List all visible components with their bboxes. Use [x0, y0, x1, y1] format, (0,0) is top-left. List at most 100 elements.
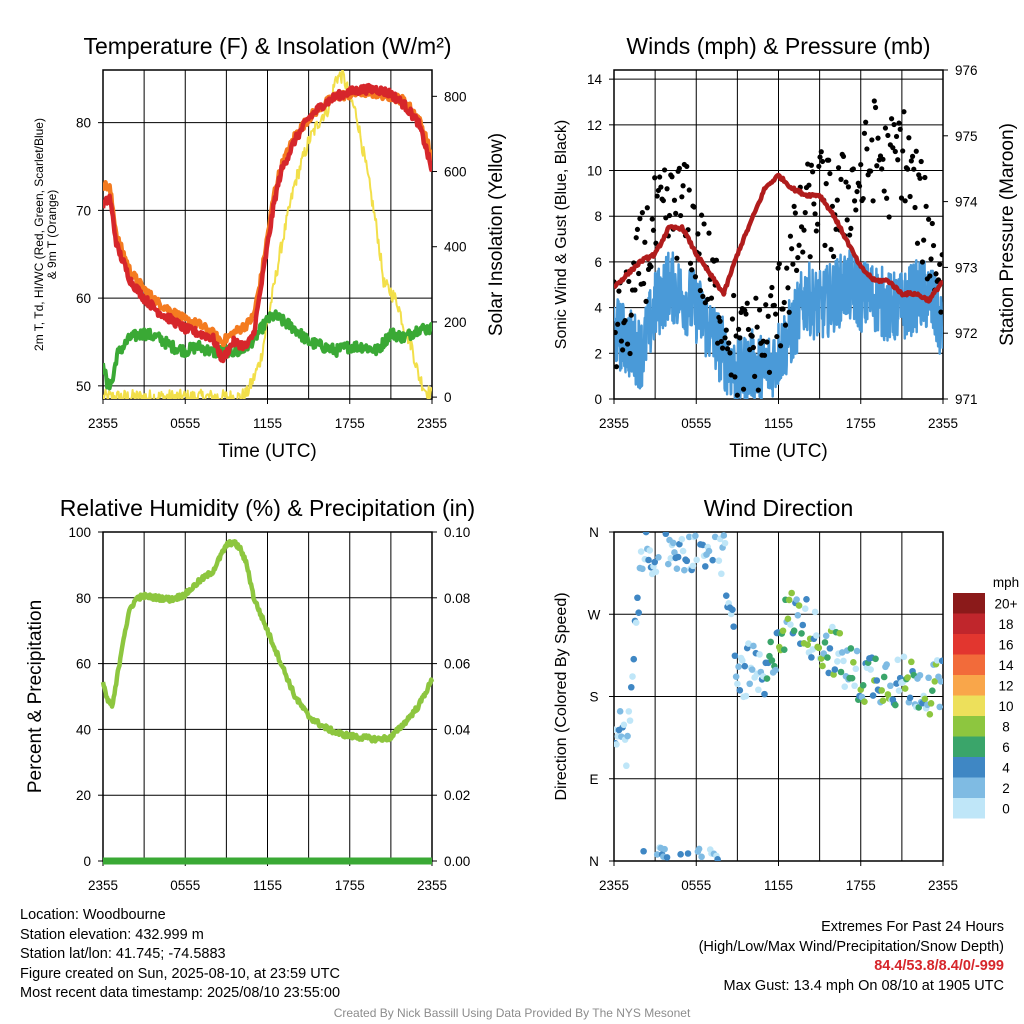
gust-point: [913, 148, 919, 154]
gust-point: [620, 347, 626, 353]
direction-point: [804, 641, 811, 649]
gust-point: [893, 133, 900, 140]
direction-point: [689, 562, 697, 570]
gust-point: [769, 284, 775, 291]
direction-point: [718, 570, 725, 578]
gust-point: [626, 278, 632, 285]
gust-point: [643, 298, 649, 304]
direction-point: [734, 680, 741, 688]
direction-point: [813, 632, 820, 639]
gust-point: [637, 216, 643, 222]
station-location: Location: Woodbourne: [20, 907, 166, 923]
gust-point: [844, 217, 850, 223]
x-tick-label: 2355: [928, 878, 958, 893]
gust-point: [796, 242, 802, 248]
direction-point: [627, 683, 635, 691]
colorbar-swatch: [953, 634, 985, 655]
gust-point: [764, 339, 770, 345]
colorbar-swatch: [953, 695, 985, 716]
gust-point: [854, 188, 860, 195]
direction-point: [837, 668, 845, 676]
gust-point: [737, 335, 743, 341]
colorbar-label: 16: [998, 637, 1013, 652]
gust-point: [691, 204, 697, 210]
direction-point: [879, 697, 887, 705]
y2-tick-label: 0: [444, 390, 452, 405]
gust-point: [786, 309, 792, 315]
gust-point: [908, 158, 914, 164]
direction-point: [692, 532, 699, 540]
y2-tick-label: 800: [444, 89, 467, 104]
gust-point: [628, 312, 634, 318]
direction-point: [795, 602, 803, 609]
y-tick-label: 20: [76, 788, 91, 803]
gust-point: [627, 350, 633, 357]
colorbar-label: 12: [998, 678, 1013, 693]
direction-point: [826, 645, 834, 652]
gust-point: [831, 253, 837, 260]
gust-point: [933, 271, 939, 277]
gust-point: [671, 197, 678, 203]
y2-tick-label: 0.02: [444, 788, 470, 803]
gust-point: [800, 249, 806, 255]
gust-point: [888, 116, 895, 122]
direction-point: [900, 653, 908, 661]
temp-2m-line: [103, 82, 432, 364]
gust-point: [812, 211, 818, 217]
gust-point: [911, 166, 917, 172]
direction-point: [637, 548, 645, 555]
y-tick-label: 70: [76, 203, 91, 218]
direction-point: [848, 674, 856, 682]
gust-point: [834, 197, 840, 203]
gust-point: [744, 300, 750, 306]
gust-point: [861, 130, 868, 136]
direction-point: [655, 553, 662, 561]
y-tick-label: N: [589, 525, 599, 540]
gust-point: [618, 338, 625, 344]
direction-point: [678, 535, 686, 543]
gust-point: [692, 274, 699, 280]
gust-point: [676, 165, 682, 171]
direction-point: [767, 638, 774, 646]
gust-point: [801, 227, 807, 233]
colorbar-label: 2: [1002, 781, 1010, 796]
plot-area: [614, 98, 943, 399]
gust-point: [879, 166, 885, 172]
gust-point: [791, 203, 797, 210]
direction-point: [715, 557, 723, 564]
gust-point: [792, 210, 798, 216]
direction-point: [695, 845, 703, 853]
gust-point: [863, 119, 869, 125]
y2-tick-label: 0.06: [444, 657, 470, 672]
gust-point: [860, 195, 866, 202]
gust-point: [882, 125, 889, 131]
colorbar-swatch: [953, 716, 985, 737]
gust-point: [898, 195, 905, 201]
gust-point: [847, 232, 853, 238]
gust-point: [784, 265, 790, 271]
direction-point: [730, 623, 737, 630]
gust-point: [901, 109, 907, 115]
y2-tick-label: 0.10: [444, 525, 470, 540]
gust-point: [881, 188, 887, 194]
direction-point: [779, 627, 787, 635]
direction-point: [873, 677, 881, 684]
direction-point: [891, 701, 899, 709]
gust-point: [874, 163, 880, 169]
gust-point: [906, 135, 912, 141]
gust-point: [850, 166, 856, 172]
direction-point: [662, 532, 670, 538]
gust-point: [790, 261, 796, 267]
gust-point: [892, 148, 898, 155]
gust-point: [807, 254, 813, 260]
gust-point: [777, 343, 784, 349]
wind-direction-chart: 2355 0555 1155 1755 2355 Wind Direction N E S W N D…: [553, 495, 1019, 893]
direction-point: [869, 692, 877, 699]
direction-point: [815, 644, 823, 652]
direction-point: [714, 856, 721, 861]
y-tick-label: 2: [594, 346, 602, 361]
direction-point: [793, 596, 800, 603]
gust-point: [926, 216, 932, 222]
direction-point: [883, 661, 890, 668]
colorbar-swatch: [953, 654, 985, 675]
